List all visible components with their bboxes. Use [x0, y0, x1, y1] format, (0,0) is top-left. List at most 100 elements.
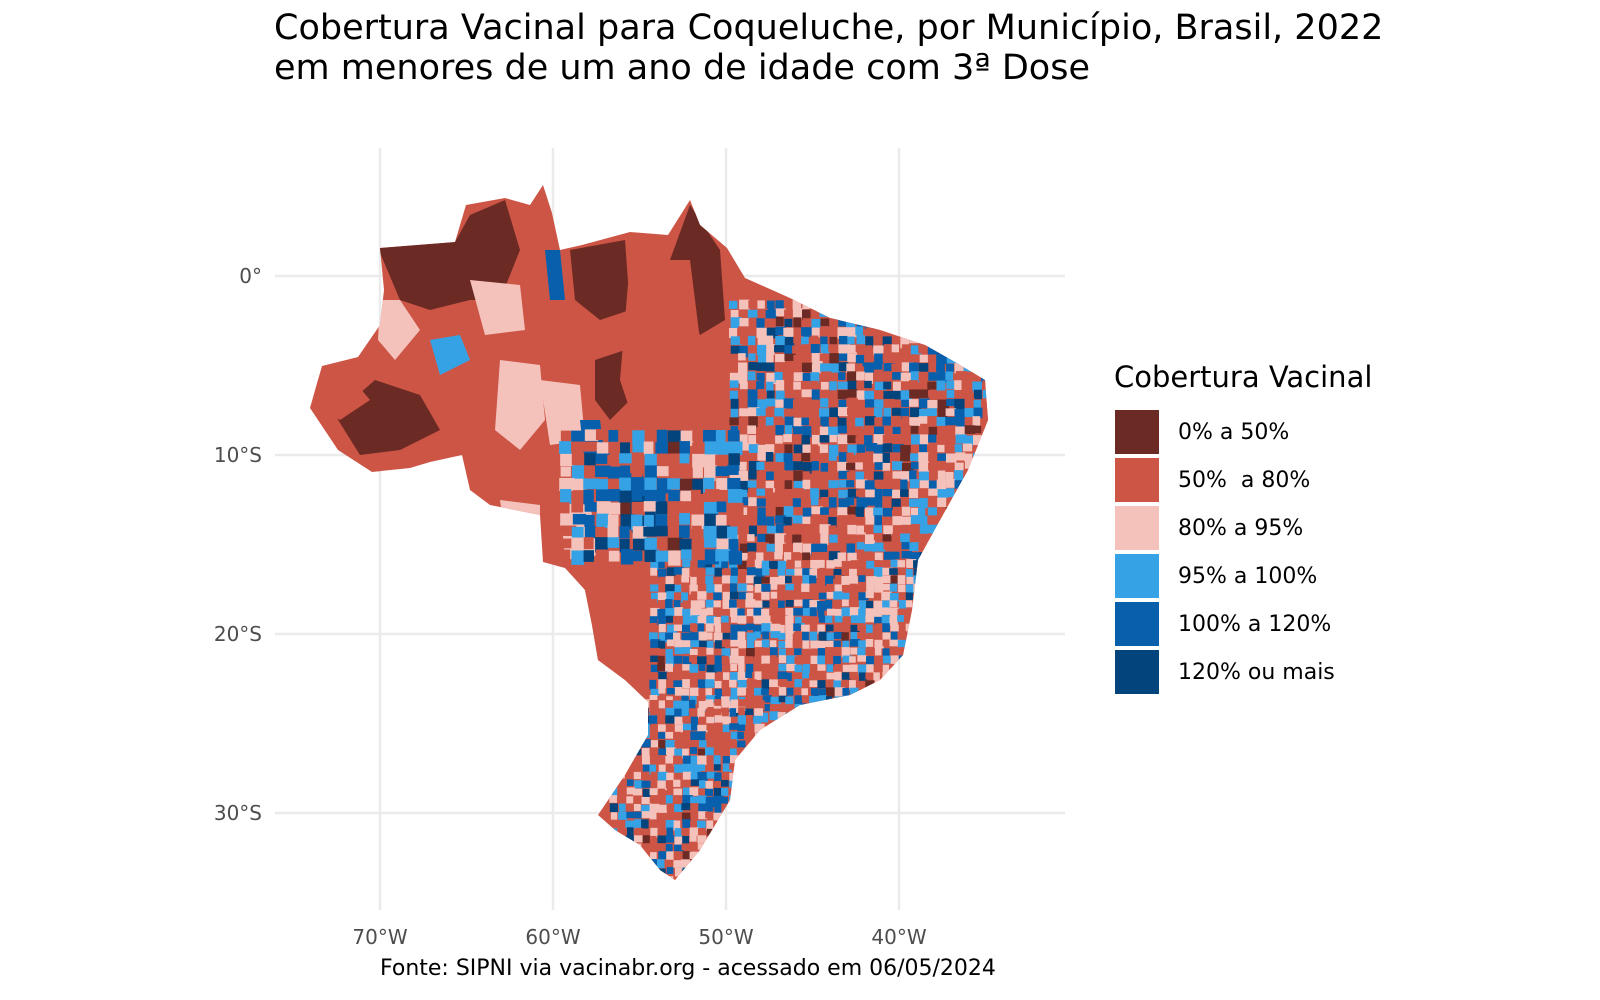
- municipality-1608: [698, 731, 707, 741]
- municipality-11: [828, 299, 837, 309]
- municipality-1778: [690, 803, 700, 812]
- municipality-1905: [641, 860, 652, 870]
- municipality-1931: [697, 868, 706, 877]
- municipality-256: [945, 371, 954, 381]
- municipality-318: [982, 389, 988, 399]
- municipality-761: [792, 534, 802, 546]
- municipality-745: [910, 524, 923, 534]
- municipality-67: [811, 318, 822, 329]
- municipality-990: [753, 592, 764, 600]
- municipality-1297: [762, 663, 773, 673]
- municipality-1663: [682, 755, 692, 766]
- municipality-692: [955, 506, 967, 519]
- municipality-320: [738, 398, 751, 410]
- municipality-625: [874, 488, 883, 500]
- municipality-872: [897, 560, 906, 570]
- municipality-1585: [665, 724, 675, 735]
- municipality-1938: [754, 868, 762, 879]
- municipality-1989: [703, 429, 718, 443]
- municipality-1368: [785, 680, 793, 692]
- municipality-1524: [634, 700, 644, 710]
- municipality-160: [865, 345, 873, 357]
- municipality-963: [810, 583, 821, 591]
- municipality-533: [828, 462, 838, 475]
- municipality-1030: [802, 599, 813, 609]
- municipality-1515: [873, 712, 883, 720]
- municipality-1864: [618, 844, 628, 855]
- municipality-179: [775, 354, 785, 365]
- municipality-323: [765, 398, 776, 407]
- municipality-1284: [657, 663, 666, 671]
- municipality-643: [775, 497, 783, 506]
- municipality-132: [874, 336, 883, 348]
- municipality-1750: [618, 796, 627, 807]
- municipality-544: [928, 462, 939, 471]
- municipality-1338: [817, 672, 826, 682]
- municipality-1610: [713, 732, 724, 743]
- municipality-1171: [841, 632, 849, 642]
- municipality-1617: [618, 740, 629, 750]
- municipality-246: [856, 371, 865, 381]
- municipality-2077: [679, 501, 696, 515]
- municipality-1413: [873, 688, 883, 696]
- municipality-2015: [656, 453, 668, 466]
- municipality-1536: [730, 699, 741, 707]
- municipality-885: [730, 567, 739, 576]
- municipality-660: [927, 497, 937, 510]
- municipality-100: [846, 327, 857, 338]
- municipality-268: [793, 381, 801, 393]
- municipality-1079: [649, 616, 658, 626]
- municipality-859: [794, 560, 805, 568]
- municipality-214: [829, 363, 841, 375]
- municipality-1327: [730, 672, 738, 682]
- municipality-1563: [641, 715, 649, 725]
- municipality-355: [793, 407, 805, 418]
- municipality-932: [834, 575, 843, 583]
- municipality-169: [946, 345, 958, 355]
- municipality-476: [838, 444, 851, 452]
- municipality-2076: [667, 501, 682, 516]
- municipality-1537: [738, 699, 749, 707]
- municipality-301: [828, 390, 838, 399]
- municipality-1367: [777, 679, 788, 687]
- municipality-719: [937, 515, 947, 525]
- municipality-1791: [641, 811, 652, 819]
- municipality-10: [819, 299, 830, 312]
- municipality-218: [864, 362, 874, 373]
- municipality-253: [918, 371, 930, 382]
- municipality-505: [838, 452, 849, 462]
- municipality-1031: [809, 600, 820, 610]
- municipality-1298: [770, 663, 781, 671]
- municipality-1313: [889, 663, 899, 674]
- municipality-1697: [650, 771, 658, 779]
- municipality-1122: [721, 623, 729, 631]
- municipality-1651: [737, 748, 748, 758]
- municipality-1957: [754, 876, 764, 880]
- municipality-1089: [730, 615, 738, 623]
- municipality-1255: [697, 656, 707, 665]
- municipality-751: [964, 525, 972, 535]
- municipality-1302: [802, 664, 810, 673]
- municipality-626: [882, 488, 894, 497]
- municipality-1961: [634, 885, 644, 892]
- municipality-584: [765, 480, 776, 493]
- municipality-1401: [778, 687, 787, 697]
- municipality-2011: [607, 454, 621, 465]
- municipality-512: [900, 453, 910, 462]
- municipality-1538: [745, 700, 753, 711]
- municipality-664: [963, 498, 974, 506]
- municipality-1485: [905, 703, 916, 711]
- municipality-1046: [657, 608, 667, 620]
- municipality-478: [856, 444, 866, 454]
- municipality-1819: [713, 820, 722, 831]
- municipality-302: [837, 390, 849, 400]
- municipality-265: [766, 381, 774, 393]
- municipality-1257: [714, 655, 725, 665]
- municipality-760: [784, 534, 796, 543]
- municipality-920: [737, 575, 748, 586]
- municipality-1834: [681, 827, 691, 836]
- municipality-1847: [633, 835, 643, 843]
- municipality-1140: [866, 624, 873, 635]
- municipality-48: [900, 308, 909, 319]
- municipality-379: [748, 416, 759, 428]
